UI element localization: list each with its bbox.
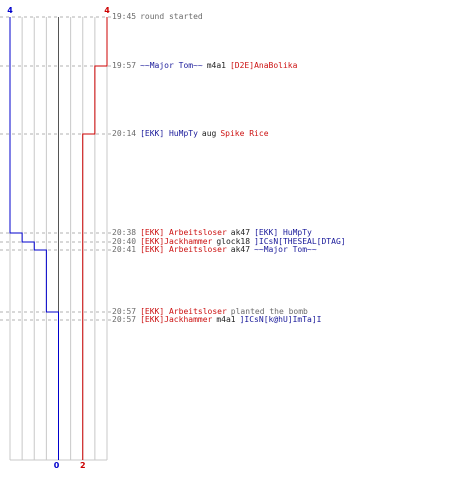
- event-part: m4a1: [216, 315, 236, 324]
- event-part: [EKK]Jackhammer: [140, 237, 213, 246]
- event-part: glock18: [216, 237, 251, 246]
- event-part: ]ICsN[THESEAL[DTAG]: [254, 237, 346, 246]
- event-part: ~~Major Tom~~: [140, 61, 203, 70]
- event-row: 20:41 [EKK] Arbeitsloser ak47 ~~Major Tom~~: [112, 245, 317, 255]
- bottom-label-blue: 0: [54, 461, 60, 470]
- event-part: Spike Rice: [220, 129, 269, 138]
- event-row: 20:57 [EKK]Jackhammer m4a1]ICsN[k@hU]ImTa]…: [112, 315, 322, 325]
- event-row: 20:57 [EKK] Arbeitsloser planted the bomb: [112, 307, 308, 317]
- event-time: 20:41: [112, 245, 137, 254]
- event-part: [EKK] HuMpTy: [254, 228, 312, 237]
- event-part: ]ICsN[k@hU]ImTa]I: [239, 315, 322, 324]
- event-time: 20:38: [112, 228, 137, 237]
- top-label-blue: 4: [7, 6, 13, 15]
- event-row: 20:38 [EKK] Arbeitsloser ak47 [EKK] HuMpTy: [112, 228, 312, 238]
- event-part: ak47: [230, 245, 251, 254]
- event-time: 20:14: [112, 129, 137, 138]
- event-row: 20:40 [EKK]Jackhammer glock18]ICsN[THESEAL…: [112, 237, 346, 247]
- event-part: [EKK]Jackhammer: [140, 315, 213, 324]
- event-row: 19:57 ~~Major Tom~~ m4a1 [D2E]AnaBolika: [112, 61, 297, 71]
- event-part: m4a1: [206, 61, 226, 70]
- blue-series-line: [9, 17, 59, 460]
- event-part: [EKK] HuMpTy: [140, 129, 198, 138]
- event-part: round started: [140, 12, 203, 21]
- event-row: 20:14 [EKK] HuMpTy aug Spike Rice: [112, 129, 269, 139]
- event-part: ~~Major Tom~~: [254, 245, 317, 254]
- event-time: 20:57: [112, 315, 137, 324]
- event-part: aug: [201, 129, 217, 138]
- event-part: [EKK] Arbeitsloser: [140, 245, 227, 254]
- event-time: 20:40: [112, 237, 137, 246]
- event-time: 19:45: [112, 12, 137, 21]
- top-label-red: 4: [104, 6, 110, 15]
- event-part: planted the bomb: [230, 307, 308, 316]
- bottom-label-red: 2: [80, 461, 86, 470]
- event-part: [EKK] Arbeitsloser: [140, 228, 227, 237]
- event-row: 19:45 round started: [112, 12, 203, 22]
- event-part: [EKK] Arbeitsloser: [140, 307, 227, 316]
- event-time: 19:57: [112, 61, 137, 70]
- event-part: [D2E]AnaBolika: [229, 61, 298, 70]
- event-time: 20:57: [112, 307, 137, 316]
- red-series-line: [82, 17, 108, 460]
- event-part: ak47: [230, 228, 251, 237]
